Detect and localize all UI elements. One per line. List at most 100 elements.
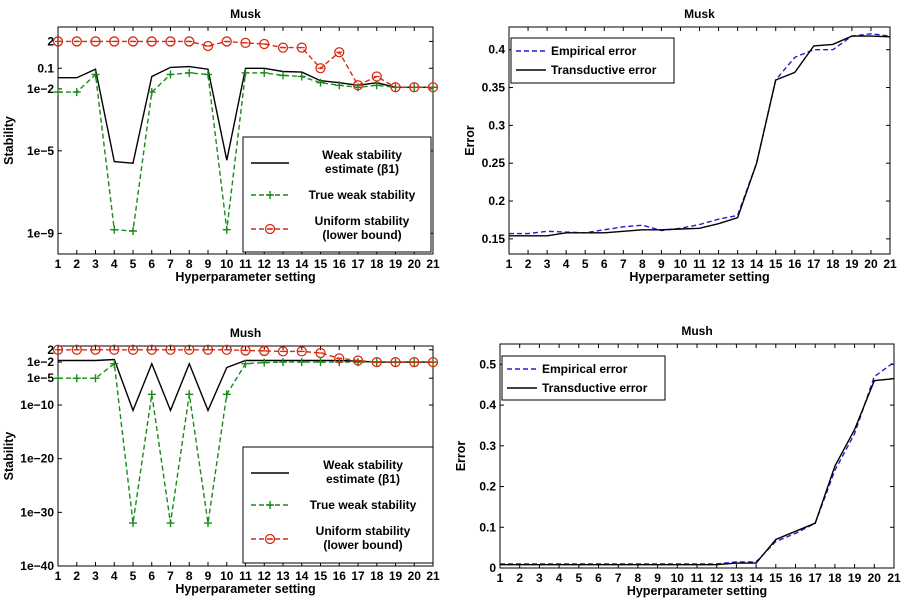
x-tick-label: 1 bbox=[506, 257, 513, 271]
series-0 bbox=[509, 33, 891, 235]
data-point-plus bbox=[166, 519, 175, 528]
x-tick-label: 7 bbox=[167, 257, 174, 271]
data-point-plus bbox=[72, 374, 81, 383]
legend-label: Uniform stability (lower bound) bbox=[316, 524, 411, 552]
legend-label: Weak stability estimate (β1) bbox=[323, 458, 403, 486]
data-point-plus bbox=[129, 519, 137, 528]
data-point-circle bbox=[240, 37, 251, 49]
legend: Weak stability estimate (β1) True weak sta… bbox=[242, 136, 432, 253]
data-point-circle bbox=[315, 63, 326, 74]
data-point-plus bbox=[185, 390, 194, 399]
x-tick-label: 20 bbox=[408, 257, 422, 271]
y-tick-label: 0.35 bbox=[482, 81, 506, 95]
x-tick-label: 20 bbox=[868, 571, 882, 585]
data-point-plus bbox=[335, 81, 344, 90]
x-tick-label: 20 bbox=[408, 569, 422, 583]
x-tick-label: 18 bbox=[826, 257, 840, 271]
x-tick-label: 14 bbox=[295, 257, 309, 271]
data-point-circle bbox=[184, 36, 195, 47]
x-tick-label: 18 bbox=[828, 571, 842, 585]
data-point-plus bbox=[54, 374, 62, 383]
y-axis-label: Stability bbox=[2, 116, 16, 165]
y-tick-label: 1e−10 bbox=[20, 398, 54, 412]
data-point-plus bbox=[54, 88, 62, 97]
x-tick-label: 1 bbox=[55, 569, 62, 583]
x-tick-label: 3 bbox=[536, 571, 543, 585]
data-point-circle bbox=[202, 344, 214, 355]
x-tick-label: 15 bbox=[769, 257, 783, 271]
data-point-circle bbox=[109, 36, 120, 47]
data-point-plus bbox=[297, 358, 306, 367]
data-point-circle bbox=[165, 36, 176, 47]
x-tick-label: 18 bbox=[370, 257, 384, 271]
x-tick-label: 7 bbox=[620, 257, 627, 271]
x-tick-label: 6 bbox=[601, 257, 608, 271]
x-tick-label: 19 bbox=[389, 569, 403, 583]
data-point-circle bbox=[427, 82, 439, 93]
data-point-circle bbox=[427, 356, 439, 368]
x-tick-label: 16 bbox=[333, 569, 347, 583]
data-point-plus bbox=[241, 68, 250, 77]
legend: Weak stability estimate (β1) True weak sta… bbox=[242, 446, 434, 564]
x-tick-label: 21 bbox=[883, 257, 897, 271]
x-tick-label: 1 bbox=[497, 571, 504, 585]
y-tick-label: 1e−9 bbox=[27, 226, 54, 240]
series-line bbox=[58, 65, 433, 164]
y-tick-label: 1e−30 bbox=[20, 505, 54, 519]
series-0 bbox=[58, 65, 433, 164]
x-tick-label: 14 bbox=[295, 569, 309, 583]
x-tick-label: 14 bbox=[750, 257, 764, 271]
x-tick-label: 7 bbox=[615, 571, 622, 585]
x-tick-label: 11 bbox=[239, 569, 252, 583]
legend-marker-plus bbox=[266, 501, 274, 509]
data-point-circle bbox=[334, 47, 345, 58]
data-point-plus bbox=[110, 359, 119, 368]
y-tick-label: 0.4 bbox=[479, 398, 496, 412]
x-tick-label: 9 bbox=[205, 569, 212, 583]
x-tick-label: 21 bbox=[426, 257, 440, 271]
x-tick-label: 16 bbox=[789, 571, 803, 585]
x-tick-label: 15 bbox=[314, 257, 328, 271]
data-point-circle bbox=[315, 347, 326, 359]
legend-box bbox=[501, 355, 666, 401]
y-axis-label: Stability bbox=[2, 432, 16, 481]
x-tick-label: 5 bbox=[130, 569, 137, 583]
series-2 bbox=[52, 344, 439, 368]
x-tick-label: 14 bbox=[749, 571, 763, 585]
series-2 bbox=[52, 36, 439, 93]
legend-label: Transductive error bbox=[542, 381, 648, 395]
data-point-circle bbox=[127, 36, 139, 47]
x-tick-label: 13 bbox=[276, 569, 290, 583]
x-tick-label: 12 bbox=[258, 569, 272, 583]
x-tick-label: 1 bbox=[55, 257, 62, 271]
legend-label: Weak stability estimate (β1) bbox=[322, 148, 402, 176]
x-axis-label: Hyperparameter setting bbox=[629, 270, 769, 284]
data-point-circle bbox=[390, 82, 401, 93]
x-tick-label: 19 bbox=[845, 257, 859, 271]
y-tick-label: 1e−40 bbox=[20, 559, 54, 573]
y-tick-label: 1e−20 bbox=[20, 452, 54, 466]
x-tick-label: 17 bbox=[351, 257, 365, 271]
data-point-circle bbox=[371, 71, 382, 82]
x-tick-label: 3 bbox=[544, 257, 551, 271]
data-point-plus bbox=[204, 70, 212, 79]
data-point-circle bbox=[146, 344, 157, 355]
x-tick-label: 9 bbox=[658, 257, 665, 271]
data-point-plus bbox=[222, 390, 231, 399]
x-tick-label: 10 bbox=[220, 257, 234, 271]
legend-label: True weak stability bbox=[310, 498, 417, 512]
data-point-circle bbox=[109, 344, 120, 355]
legend-box bbox=[242, 136, 432, 253]
x-tick-label: 3 bbox=[92, 257, 99, 271]
x-tick-label: 15 bbox=[769, 571, 783, 585]
data-point-plus bbox=[279, 71, 287, 80]
x-tick-label: 2 bbox=[525, 257, 532, 271]
x-tick-label: 6 bbox=[595, 571, 602, 585]
x-tick-label: 8 bbox=[635, 571, 642, 585]
data-point-circle bbox=[165, 344, 176, 355]
data-point-circle bbox=[352, 80, 364, 91]
x-tick-label: 8 bbox=[186, 257, 193, 271]
